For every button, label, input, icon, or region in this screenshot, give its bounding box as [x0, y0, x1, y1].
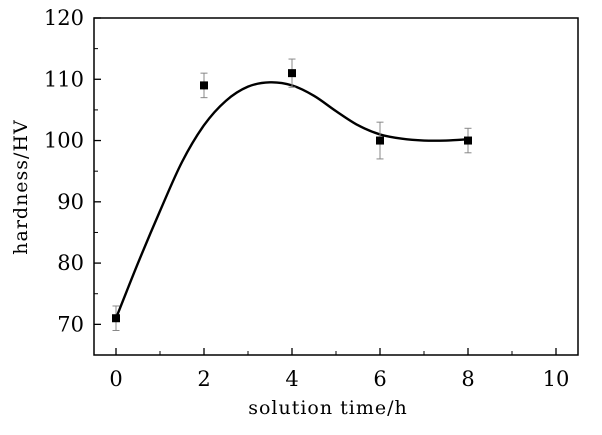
x-tick-label: 10	[543, 367, 570, 391]
x-tick-label: 8	[461, 367, 474, 391]
x-tick-label: 2	[197, 367, 210, 391]
y-axis: 70 80 90 100 110 120	[44, 6, 101, 356]
y-tick-label: 110	[44, 67, 84, 91]
data-point	[200, 81, 208, 90]
x-axis: 0 2 4 6 8 10	[109, 348, 569, 391]
y-tick-label: 80	[57, 251, 84, 275]
fit-curve-layer	[114, 81, 469, 319]
data-point-layer	[112, 69, 472, 323]
x-tick-label: 4	[285, 367, 298, 391]
data-point	[112, 314, 120, 323]
y-tick-label: 120	[44, 6, 84, 30]
x-axis-label: solution time/h	[248, 397, 408, 419]
y-axis-label: hardness/HV	[10, 119, 32, 254]
y-tick-label: 70	[57, 312, 84, 336]
y-tick-label: 100	[44, 129, 84, 153]
data-point	[464, 136, 472, 145]
plot-frame	[93, 17, 579, 356]
fit-curve	[114, 81, 469, 319]
data-point	[288, 69, 296, 78]
x-tick-label: 6	[373, 367, 386, 391]
y-tick-label: 90	[57, 190, 84, 214]
x-tick-label: 0	[109, 367, 122, 391]
data-point	[376, 136, 384, 145]
